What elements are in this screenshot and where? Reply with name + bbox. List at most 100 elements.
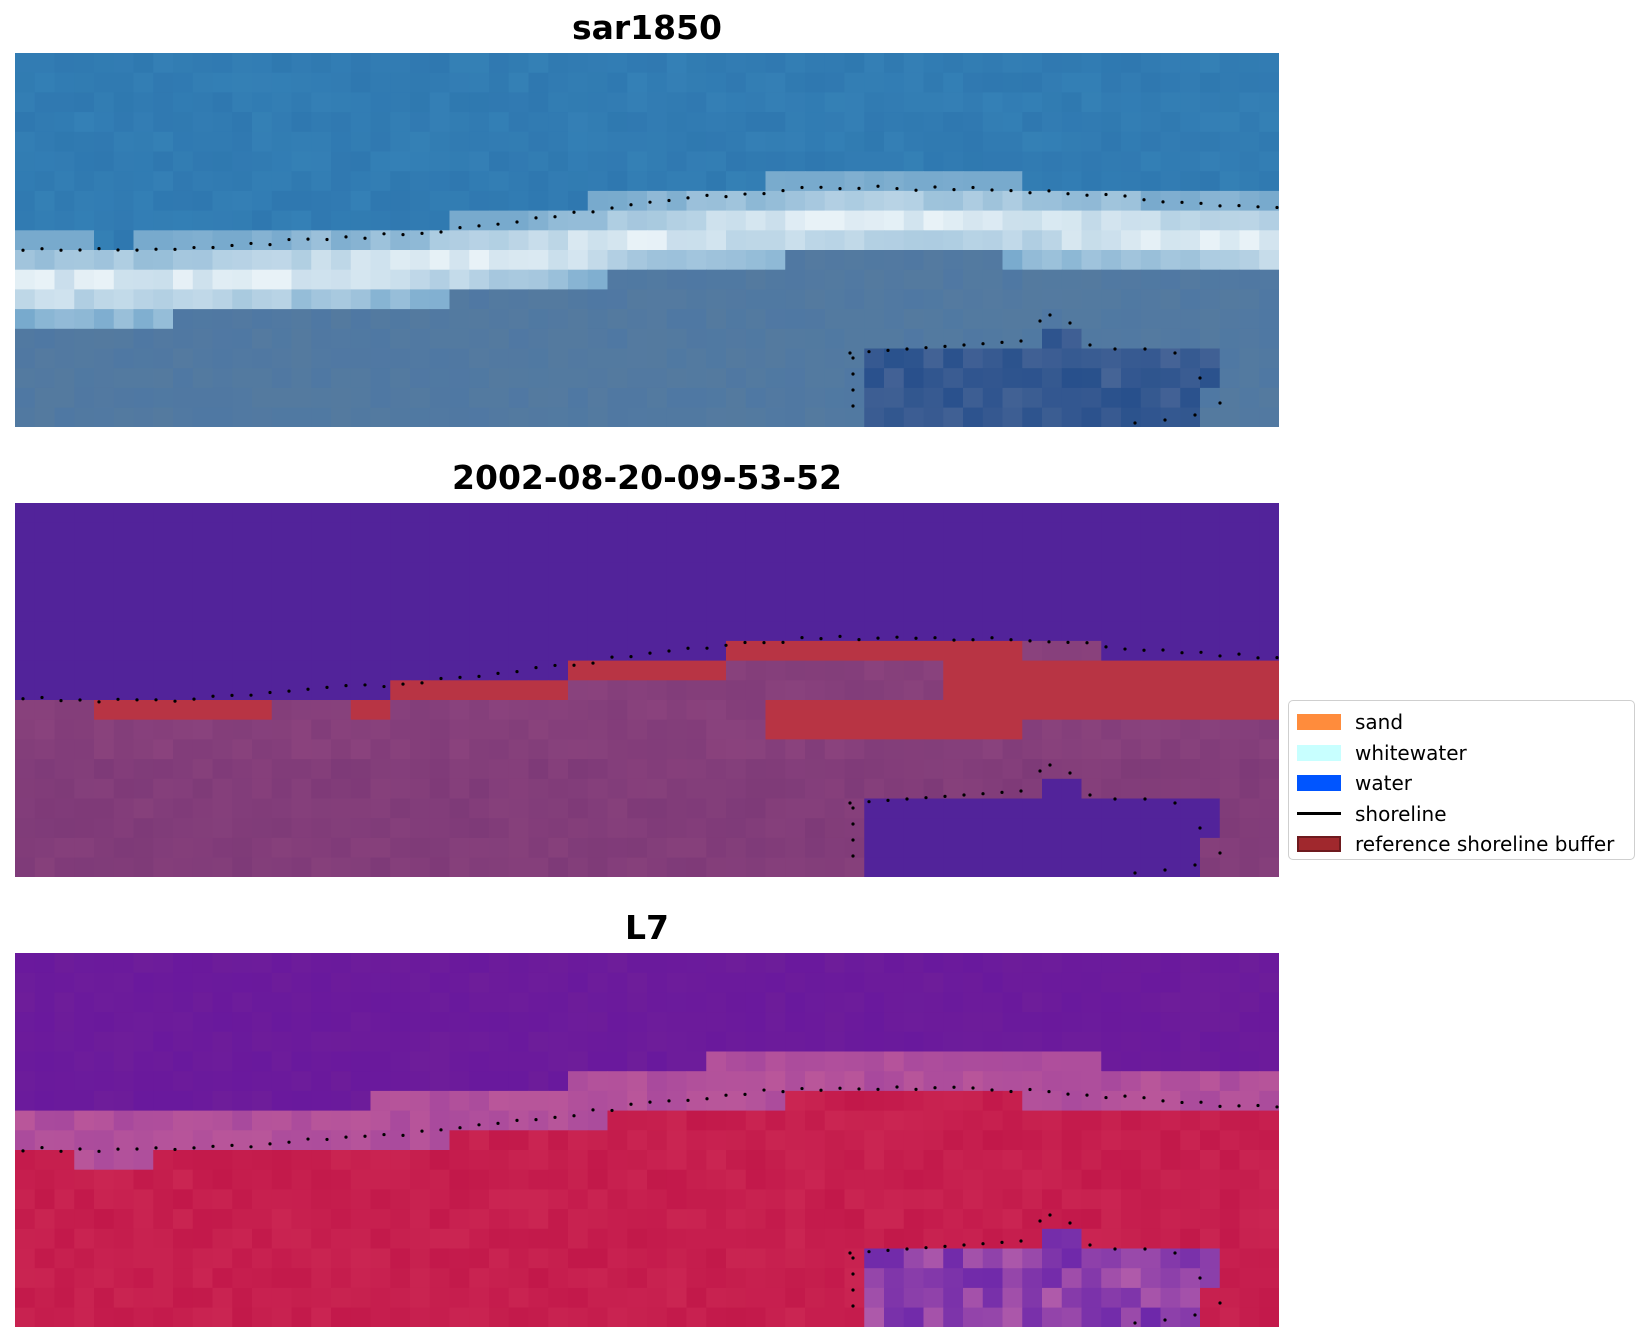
pixel-cell bbox=[1002, 171, 1023, 192]
pixel-cell bbox=[1061, 269, 1083, 290]
pixel-cell bbox=[252, 1189, 273, 1210]
pixel-cell bbox=[785, 953, 806, 974]
pixel-cell bbox=[113, 992, 135, 1013]
pixel-cell bbox=[311, 972, 332, 993]
pixel-cell bbox=[627, 992, 648, 1013]
pixel-cell bbox=[370, 680, 391, 701]
pixel-cell bbox=[785, 1051, 806, 1072]
pixel-cell bbox=[370, 857, 391, 877]
pixel-cell bbox=[271, 522, 293, 543]
pixel-cell bbox=[824, 798, 846, 819]
pixel-cell bbox=[666, 1012, 688, 1033]
pixel-cell bbox=[765, 1090, 786, 1112]
pixel-cell bbox=[1081, 778, 1102, 800]
pixel-cell bbox=[785, 601, 806, 622]
pixel-cell bbox=[982, 857, 1004, 877]
pixel-cell bbox=[1101, 601, 1122, 622]
pixel-cell bbox=[449, 1287, 470, 1309]
pixel-cell bbox=[74, 522, 95, 543]
pixel-cell bbox=[864, 660, 885, 681]
pixel-cell bbox=[1061, 503, 1083, 524]
pixel-cell bbox=[1022, 309, 1043, 330]
pixel-cell bbox=[370, 230, 391, 251]
pixel-cell bbox=[785, 798, 806, 819]
pixel-cell bbox=[923, 1150, 944, 1171]
pixel-cell bbox=[666, 503, 688, 524]
pixel-cell bbox=[1259, 1248, 1279, 1269]
pixel-cell bbox=[429, 680, 451, 701]
pixel-cell bbox=[923, 1090, 944, 1112]
pixel-cell bbox=[1140, 798, 1162, 819]
pixel-cell bbox=[943, 210, 964, 231]
pixel-cell bbox=[1042, 1189, 1063, 1210]
pixel-cell bbox=[1121, 680, 1142, 701]
pixel-cell bbox=[74, 1012, 95, 1033]
pixel-cell bbox=[271, 210, 293, 231]
pixel-cell bbox=[1200, 640, 1221, 662]
pixel-cell bbox=[1239, 798, 1260, 819]
pixel-cell bbox=[34, 368, 56, 389]
pixel-cell bbox=[133, 837, 154, 859]
pixel-cell bbox=[113, 53, 135, 74]
pixel-cell bbox=[173, 250, 194, 271]
pixel-cell bbox=[390, 503, 411, 524]
pixel-cell bbox=[34, 640, 56, 662]
pixel-cell bbox=[1081, 972, 1102, 993]
pixel-cell bbox=[1259, 1209, 1279, 1230]
pixel-cell bbox=[982, 1071, 1004, 1092]
pixel-cell bbox=[410, 131, 431, 153]
pixel-cell bbox=[1081, 328, 1102, 350]
pixel-cell bbox=[410, 601, 431, 622]
pixel-cell bbox=[903, 818, 925, 839]
pixel-cell bbox=[548, 1090, 569, 1112]
pixel-cell bbox=[1180, 112, 1201, 133]
pixel-cell bbox=[903, 171, 925, 192]
pixel-cell bbox=[34, 1110, 56, 1131]
pixel-cell bbox=[1042, 992, 1063, 1013]
pixel-cell bbox=[34, 1012, 56, 1033]
pixel-cell bbox=[903, 837, 925, 859]
pixel-cell bbox=[864, 1189, 885, 1210]
pixel-cell bbox=[271, 503, 293, 524]
pixel-cell bbox=[1121, 1110, 1142, 1131]
pixel-cell bbox=[1042, 818, 1063, 839]
pixel-cell bbox=[785, 739, 806, 760]
pixel-cell bbox=[15, 1110, 36, 1131]
pixel-cell bbox=[1180, 1268, 1201, 1289]
pixel-cell bbox=[508, 1012, 530, 1033]
pixel-cell bbox=[449, 1090, 470, 1112]
pixel-cell bbox=[647, 1012, 668, 1033]
pixel-cell bbox=[252, 230, 273, 251]
pixel-cell bbox=[568, 387, 589, 409]
pixel-cell bbox=[15, 190, 36, 212]
pixel-cell bbox=[212, 151, 233, 172]
pixel-cell bbox=[686, 1209, 707, 1230]
pixel-cell bbox=[192, 151, 214, 172]
pixel-cell bbox=[192, 1110, 214, 1131]
pixel-cell bbox=[489, 1287, 510, 1309]
pixel-cell bbox=[1160, 680, 1181, 701]
pixel-cell bbox=[943, 190, 964, 212]
pixel-cell bbox=[805, 190, 826, 212]
pixel-cell bbox=[153, 289, 174, 310]
pixel-cell bbox=[15, 759, 36, 780]
pixel-cell bbox=[587, 581, 609, 603]
pixel-cell bbox=[1180, 700, 1201, 721]
pixel-cell bbox=[291, 798, 312, 819]
pixel-cell bbox=[1219, 680, 1241, 701]
pixel-cell bbox=[607, 72, 628, 93]
pixel-cell bbox=[528, 1071, 549, 1092]
pixel-cell bbox=[252, 798, 273, 819]
pixel-cell bbox=[429, 92, 451, 113]
pixel-cell bbox=[74, 1248, 95, 1269]
pixel-cell bbox=[1061, 700, 1083, 721]
pixel-cell bbox=[74, 151, 95, 172]
pixel-cell bbox=[1022, 151, 1043, 172]
pixel-cell bbox=[745, 289, 767, 310]
pixel-cell bbox=[232, 112, 253, 133]
pixel-cell bbox=[1081, 407, 1102, 427]
pixel-cell bbox=[1140, 53, 1162, 74]
pixel-cell bbox=[1200, 1248, 1221, 1269]
pixel-cell bbox=[469, 562, 490, 583]
pixel-cell bbox=[923, 289, 944, 310]
